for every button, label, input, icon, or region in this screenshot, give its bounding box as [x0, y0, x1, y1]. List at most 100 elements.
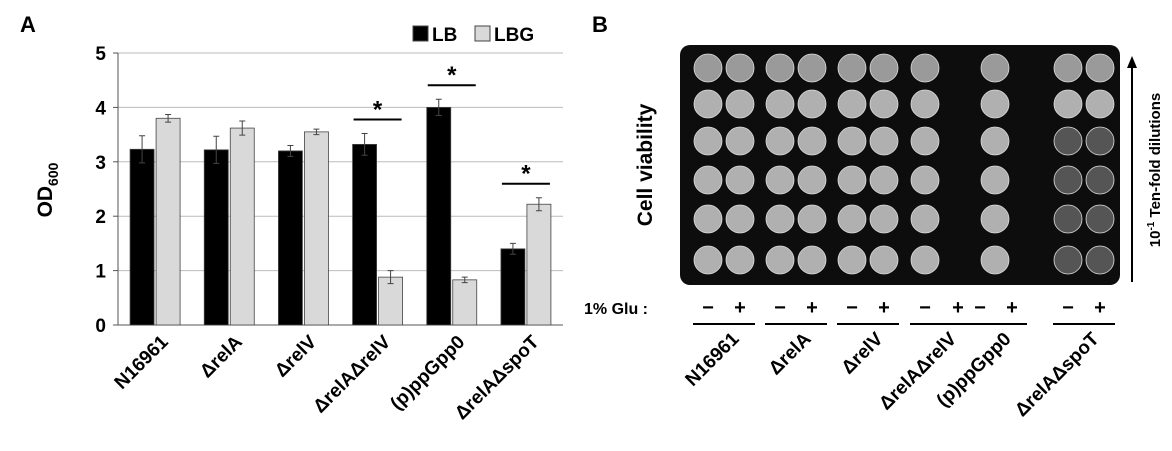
- colony-spot: [837, 53, 867, 83]
- colony-spot: [797, 245, 827, 275]
- colony-spot: [1053, 165, 1083, 195]
- colony-spot: [910, 245, 940, 275]
- colony-spot: [869, 89, 899, 119]
- strain-label: ΔrelV: [838, 328, 888, 378]
- error-bar: [213, 135, 220, 164]
- glucose-sign: −: [919, 297, 931, 319]
- glucose-sign: −: [702, 297, 714, 319]
- colony-spot: [980, 245, 1010, 275]
- dilution-base: 10: [1147, 231, 1164, 248]
- colony-spot: [765, 126, 795, 156]
- x-tick-label: ΔrelAΔrelV: [309, 331, 395, 417]
- colony-spot: [1085, 126, 1115, 156]
- colony-spot: [765, 204, 795, 234]
- x-tick-label: ΔrelA: [196, 331, 247, 382]
- y-tick-label: 3: [95, 153, 106, 174]
- strain-label: ΔrelAΔspoT: [1011, 328, 1104, 421]
- legend-swatch: [412, 25, 429, 42]
- colony-spot: [1053, 126, 1083, 156]
- y-axis-label: OD600: [34, 162, 61, 217]
- bar: [352, 143, 377, 326]
- colony-spot: [980, 204, 1010, 234]
- legend-swatch: [474, 25, 491, 42]
- bar: [452, 279, 478, 326]
- colony-spot: [869, 126, 899, 156]
- error-bar: [239, 120, 246, 136]
- colony-spot: [869, 204, 899, 234]
- error-bar: [361, 133, 368, 156]
- colony-spot: [693, 245, 723, 275]
- y-label-main: OD: [34, 186, 57, 218]
- bar: [155, 117, 181, 326]
- y-tick-label: 2: [95, 207, 106, 228]
- glucose-sign: +: [878, 297, 890, 319]
- colony-spot: [910, 126, 940, 156]
- colony-spot: [725, 126, 755, 156]
- colony-spot: [869, 245, 899, 275]
- colony-spot: [980, 126, 1010, 156]
- x-tick-label: N16961: [111, 331, 173, 393]
- colony-spot: [693, 89, 723, 119]
- bar: [229, 127, 255, 326]
- y-label-sub: 600: [45, 162, 61, 186]
- glucose-sign: +: [1094, 297, 1106, 319]
- colony-spot: [1085, 89, 1115, 119]
- colony-spot: [765, 89, 795, 119]
- glucose-sign: −: [1062, 297, 1074, 319]
- colony-spot: [837, 89, 867, 119]
- colony-spot: [1053, 53, 1083, 83]
- colony-spot: [693, 165, 723, 195]
- dilution-text: Ten-fold dilutions: [1147, 93, 1164, 222]
- colony-spot: [797, 204, 827, 234]
- glucose-sign: −: [846, 297, 858, 319]
- strain-label: N16961: [682, 328, 744, 390]
- colony-spot: [1053, 89, 1083, 119]
- colony-spot: [725, 204, 755, 234]
- significance-star: *: [447, 62, 457, 89]
- colony-spot: [797, 126, 827, 156]
- error-bar: [535, 197, 542, 212]
- glucose-sign: +: [734, 297, 746, 319]
- y-tick-label: 4: [95, 98, 106, 119]
- bar: [304, 131, 329, 326]
- colony-spot: [693, 126, 723, 156]
- error-bar: [435, 98, 442, 117]
- colony-spot: [1085, 53, 1115, 83]
- colony-spot: [910, 89, 940, 119]
- dilution-exp: -1: [1146, 221, 1157, 230]
- colony-spot: [1085, 165, 1115, 195]
- colony-spot: [1053, 204, 1083, 234]
- glucose-label: 1% Glu :: [584, 301, 648, 318]
- strain-label: ΔrelA: [765, 328, 816, 379]
- dilution-label: 10-1 Ten-fold dilutions: [1146, 93, 1164, 247]
- error-bar: [313, 128, 320, 136]
- bar: [203, 149, 229, 326]
- glucose-sign: −: [974, 297, 986, 319]
- colony-spot: [797, 89, 827, 119]
- glucose-sign: −: [774, 297, 786, 319]
- y-tick-label: 5: [95, 44, 106, 65]
- colony-spot: [725, 53, 755, 83]
- legend-label: LB: [432, 25, 457, 46]
- panel-label: B: [592, 12, 608, 37]
- bar: [129, 148, 155, 326]
- colony-spot: [693, 53, 723, 83]
- colony-spot: [725, 245, 755, 275]
- colony-spot: [837, 204, 867, 234]
- error-bar: [287, 144, 294, 157]
- colony-spot: [797, 53, 827, 83]
- colony-spot: [837, 165, 867, 195]
- colony-spot: [869, 165, 899, 195]
- glucose-sign: +: [806, 297, 818, 319]
- bar: [526, 203, 552, 326]
- colony-spot: [910, 165, 940, 195]
- colony-spot: [1053, 245, 1083, 275]
- colony-spot: [869, 53, 899, 83]
- colony-spot: [725, 89, 755, 119]
- colony-spot: [980, 165, 1010, 195]
- colony-spot: [980, 53, 1010, 83]
- significance-star: *: [521, 161, 531, 188]
- colony-spot: [837, 245, 867, 275]
- colony-spot: [1085, 245, 1115, 275]
